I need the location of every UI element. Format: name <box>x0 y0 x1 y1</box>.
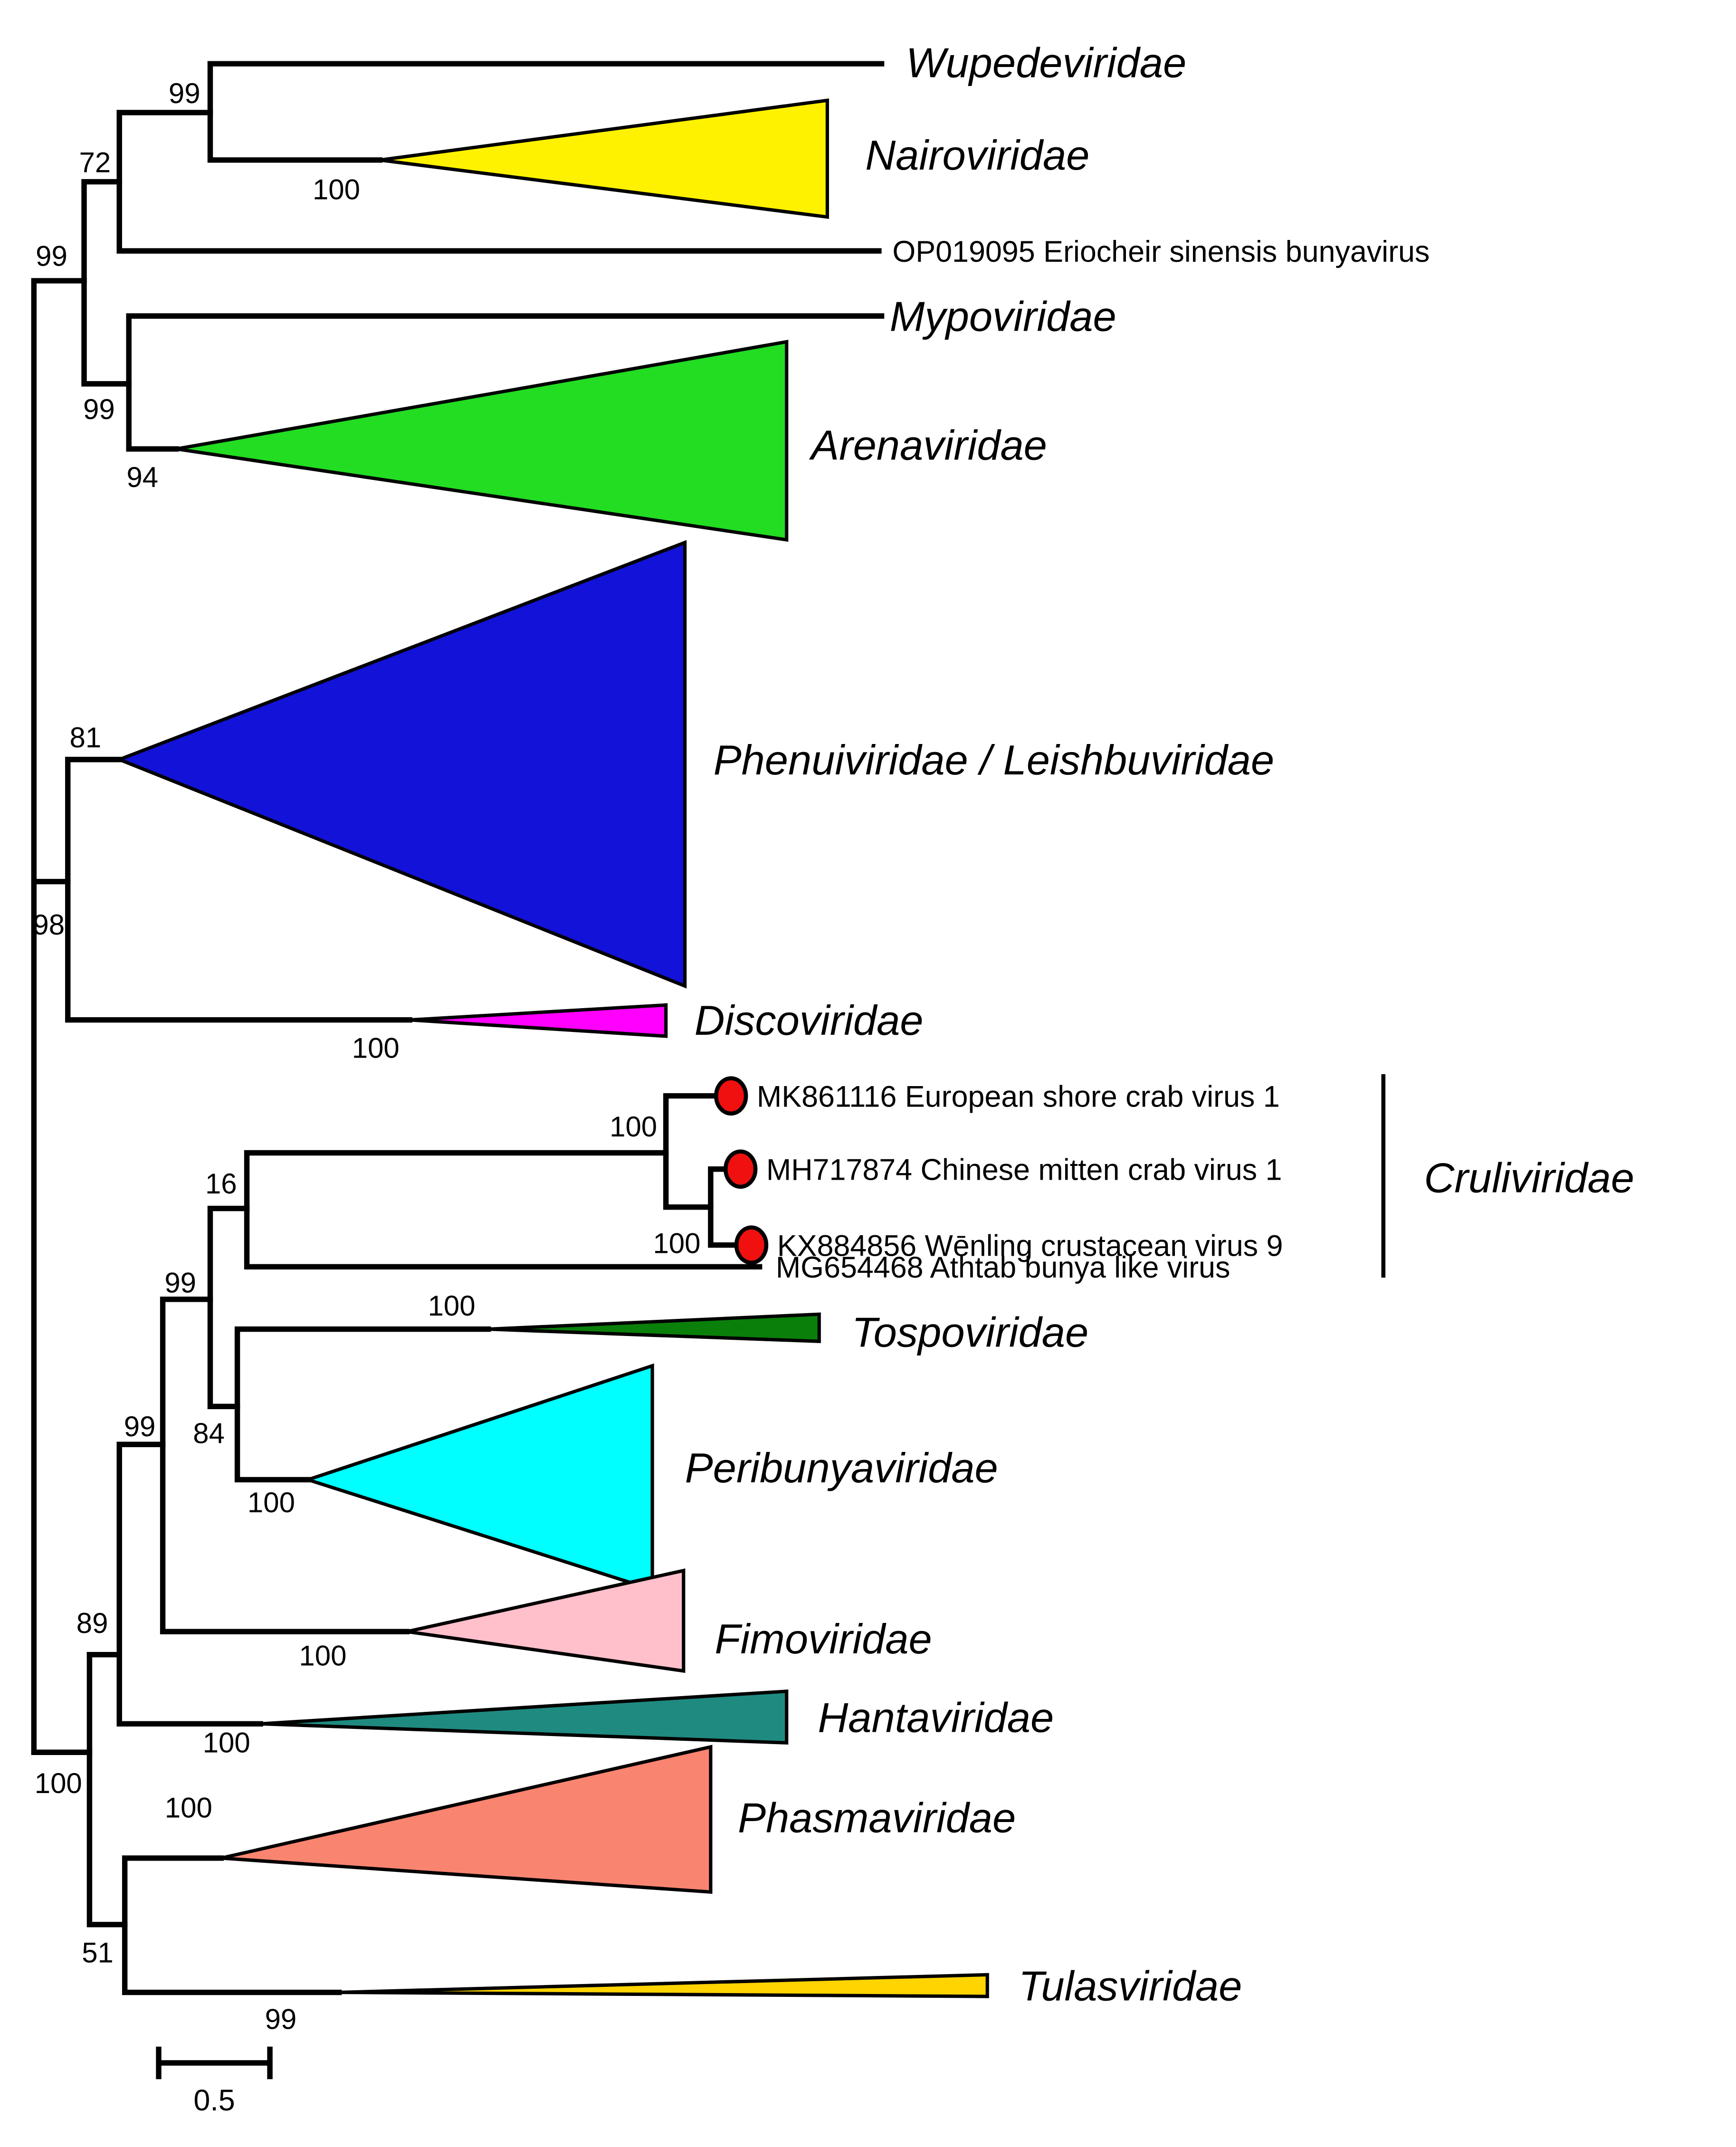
label-mypoviridae: Mypoviridae <box>890 293 1116 340</box>
support-upper-clade: 99 <box>36 240 67 272</box>
clade-peribunyaviridae-triangle <box>302 1363 654 1592</box>
label-discoviridae: Discoviridae <box>695 997 924 1044</box>
scale-bar: 0.5 <box>156 2046 273 2117</box>
red-dot-marker-mh717874 <box>723 1149 758 1189</box>
clade-arenaviridae-triangle <box>176 340 789 542</box>
branch-wupede-nairo <box>207 61 885 163</box>
scale-bar-line <box>156 2046 273 2080</box>
label-tulasviridae: Tulasviridae <box>1019 1963 1242 2010</box>
support-mypo-arena: 99 <box>83 393 115 425</box>
label-arenaviridae: Arenaviridae <box>809 422 1047 469</box>
branch-crulivi-athtab <box>244 1150 763 1269</box>
clade-triangles <box>114 98 989 1998</box>
support-fimoviridae: 100 <box>299 1640 346 1672</box>
support-phasma-tulas: 51 <box>82 1937 114 1969</box>
scale-bar-label: 0.5 <box>193 2084 235 2117</box>
branch-crulivi-tospo-peribunya <box>207 1205 250 1410</box>
support-phenuiviridae: 81 <box>70 722 102 754</box>
branch-cruliviridae-root <box>663 1093 718 1210</box>
branch-mh-kx <box>708 1166 738 1248</box>
clade-tulasviridae-triangle <box>339 1973 989 1998</box>
branch-crulivi-to-fimo <box>160 1297 410 1634</box>
red-dot-marker-kx884856 <box>734 1225 769 1265</box>
support-wupede-nairo: 99 <box>169 77 200 109</box>
support-cruliviridae-root: 100 <box>610 1111 657 1143</box>
branch-mypo-arena <box>126 313 885 452</box>
clade-tospoviridae-triangle <box>488 1312 821 1343</box>
branch-phenui-disco <box>65 756 412 1023</box>
support-hantaviridae: 100 <box>203 1727 250 1758</box>
label-phasmaviridae: Phasmaviridae <box>738 1794 1016 1842</box>
support-peribunyaviridae: 100 <box>248 1487 295 1518</box>
clade-discoviridae-triangle <box>409 1003 668 1038</box>
clade-phasmaviridae-triangle <box>220 1745 713 1894</box>
support-lower-clade-root: 100 <box>35 1767 82 1799</box>
tip-label-mh717874: MH717874 Chinese mitten crab virus 1 <box>766 1154 1282 1187</box>
tip-label-op019095: OP019095 Eriocheir sinensis bunyavirus <box>892 235 1430 268</box>
clade-hantaviridae-triangle <box>260 1689 789 1745</box>
support-tulasviridae: 99 <box>265 2004 297 2035</box>
branch-phasma-tulas <box>122 1855 342 1995</box>
support-crulivi-to-hanta: 89 <box>76 1607 108 1639</box>
clade-labels: Wupedeviridae Nairoviridae Mypoviridae A… <box>685 39 1634 2010</box>
support-phenui-disco: 98 <box>33 909 65 941</box>
clade-phenuiviridae-triangle <box>114 540 687 989</box>
label-tospoviridae: Tospoviridae <box>852 1309 1088 1356</box>
support-arenaviridae: 94 <box>126 461 158 493</box>
label-peribunyaviridae: Peribunyaviridae <box>685 1444 998 1491</box>
branch-root <box>31 278 93 1755</box>
support-nairoviridae: 100 <box>313 174 360 206</box>
label-wupedeviridae: Wupedeviridae <box>906 39 1186 86</box>
support-crulivi-tospo-peribunya: 84 <box>193 1417 225 1449</box>
support-tospoviridae: 100 <box>428 1290 476 1322</box>
branch-lower-clade <box>86 1652 128 1928</box>
support-discoviridae: 100 <box>352 1032 400 1064</box>
support-phasmaviridae: 100 <box>165 1792 212 1823</box>
branch-upper-clade <box>81 179 132 387</box>
support-wupede-nairo-op: 72 <box>79 147 111 179</box>
label-nairoviridae: Nairoviridae <box>865 132 1089 179</box>
tip-label-kx884856: KX884856 Wēnling crustacean virus 9 <box>777 1229 1283 1262</box>
tree-branches <box>31 61 885 1995</box>
branch-tospo-peribunya <box>234 1326 491 1483</box>
clade-nairoviridae-triangle <box>379 98 829 219</box>
branch-wupede-nairo-op <box>116 110 882 254</box>
tip-label-mk861116: MK861116 European shore crab virus 1 <box>757 1080 1280 1113</box>
clade-fimoviridae-triangle <box>406 1568 686 1673</box>
tip-label-mg654468: MG654468 Athtab bunya like virus <box>776 1251 1230 1284</box>
support-crulivi-athtab-tospo: 99 <box>164 1267 196 1299</box>
tip-labels: OP019095 Eriocheir sinensis bunyavirus M… <box>757 235 1430 1284</box>
red-dot-marker-mk861116 <box>714 1076 748 1116</box>
branch-crulivi-to-hanta <box>86 1441 263 1727</box>
tip-markers <box>714 1076 769 1265</box>
label-fimoviridae: Fimoviridae <box>715 1615 932 1662</box>
label-hantaviridae: Hantaviridae <box>818 1694 1054 1741</box>
support-crulivi-athtab: 16 <box>205 1168 237 1200</box>
label-phenuiviridae-leishbuviridae: Phenuiviridae / Leishbuviridae <box>714 736 1275 783</box>
support-mh-kx: 100 <box>653 1228 700 1260</box>
label-cruliviridae: Cruliviridae <box>1424 1154 1634 1201</box>
support-values: 99 72 99 100 99 94 98 81 100 100 100 16 … <box>33 77 700 2035</box>
support-crulivi-to-fimo: 99 <box>124 1411 156 1442</box>
